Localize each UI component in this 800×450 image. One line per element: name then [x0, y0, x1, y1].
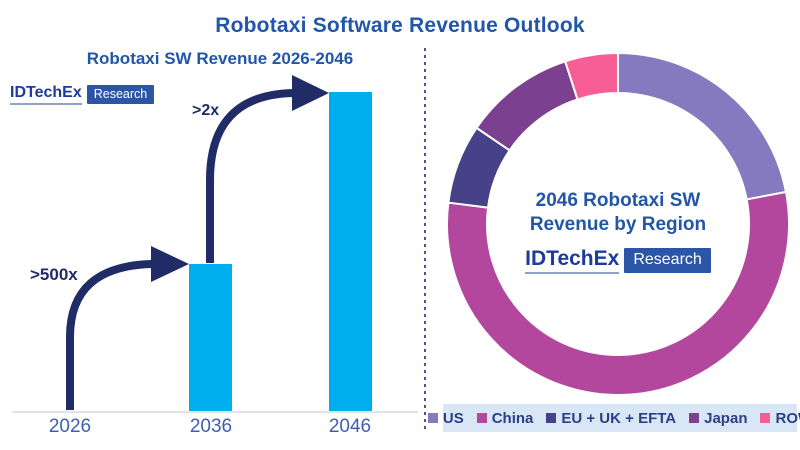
x-axis-line: [12, 411, 418, 413]
donut-slice-ROW: [564, 52, 619, 101]
donut-center-content: 2046 Robotaxi SW Revenue by Region IDTec…: [445, 51, 791, 397]
legend-item-us: US: [427, 409, 464, 427]
bar-2036: [189, 264, 232, 411]
idtechex-brand-text: IDTechEx: [10, 84, 82, 105]
idtechex-logo: IDTechEx Research: [10, 84, 155, 105]
section-divider: [424, 48, 426, 432]
idtechex-research-badge: Research: [86, 85, 155, 104]
legend-item-row: ROW: [760, 410, 800, 427]
donut-chart-title: 2046 Robotaxi SW Revenue by Region: [530, 189, 706, 237]
bar-chart-title: Robotaxi SW Revenue 2026-2046: [86, 49, 354, 68]
x-tick-2036: 2036: [189, 416, 233, 437]
growth-arrow-2x: [206, 75, 329, 263]
legend-label-eu-uk-efta: EU + UK + EFTA: [561, 409, 677, 427]
legend-swatch-china: [476, 413, 487, 423]
donut-chart: [446, 52, 791, 397]
legend-item-eu-uk-efta: EU + UK + EFTA: [546, 410, 676, 427]
x-tick-2046: 2046: [328, 416, 372, 437]
donut-legend: US China EU + UK + EFTA Japan ROW: [427, 404, 800, 432]
legend-swatch-eu-uk-efta: [546, 413, 557, 423]
growth-arrow-500x: [66, 246, 189, 410]
idtechex-brand-text: IDTechEx: [525, 247, 620, 274]
legend-swatch-us: [427, 413, 438, 423]
idtechex-research-badge: Research: [624, 248, 711, 273]
legend-label-us: US: [442, 409, 464, 427]
legend-swatch-row: [760, 413, 771, 423]
donut-slice-China: [446, 190, 791, 397]
legend-label-china: China: [491, 409, 534, 427]
annotation-500x: >500x: [30, 265, 78, 284]
legend-item-japan: Japan: [689, 410, 747, 427]
growth-arrows-layer: [66, 75, 329, 410]
annotation-2x: >2x: [192, 102, 220, 119]
donut-title-line2: Revenue by Region: [529, 214, 707, 235]
legend-label-row: ROW: [775, 409, 800, 427]
legend-item-china: China: [476, 409, 534, 427]
page-title: Robotaxi Software Revenue Outlook: [215, 14, 585, 37]
legend-swatch-japan: [689, 413, 700, 423]
x-tick-2026: 2026: [48, 416, 92, 437]
idtechex-logo-donut: IDTechEx Research: [525, 247, 711, 274]
bar-2046: [329, 92, 372, 411]
legend-label-japan: Japan: [704, 409, 748, 427]
donut-title-line1: 2046 Robotaxi SW: [535, 190, 701, 211]
